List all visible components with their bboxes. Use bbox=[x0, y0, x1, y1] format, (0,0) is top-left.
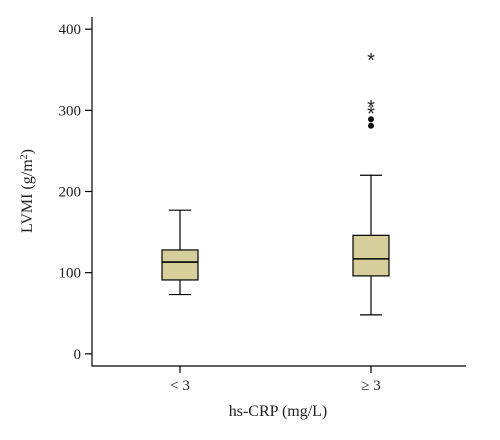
y-axis-label: LVMI (g/m2) bbox=[19, 149, 37, 233]
axis-frame bbox=[91, 17, 466, 367]
outlier-dot bbox=[368, 116, 374, 123]
box-group: *** bbox=[352, 50, 390, 316]
outlier-star: * bbox=[367, 50, 375, 72]
x-axis-ticks: < 3 ≥ 3 bbox=[170, 366, 381, 394]
x-tick-label: < 3 bbox=[170, 378, 190, 394]
y-tick-label: 400 bbox=[59, 22, 82, 38]
box-group bbox=[161, 209, 199, 296]
y-tick-label: 100 bbox=[59, 266, 82, 282]
x-axis-label: hs-CRP (mg/L) bbox=[229, 403, 328, 420]
x-tick-label: ≥ 3 bbox=[361, 378, 380, 394]
iqr-box bbox=[161, 249, 199, 281]
iqr-box bbox=[352, 234, 390, 277]
outlier-star: * bbox=[367, 104, 375, 126]
outlier-star: * bbox=[367, 97, 375, 119]
axes bbox=[91, 17, 466, 367]
y-tick-label: 0 bbox=[74, 347, 82, 363]
y-tick-label: 200 bbox=[59, 185, 82, 201]
outlier-dot bbox=[368, 122, 374, 129]
boxes: *** bbox=[161, 50, 390, 316]
y-axis-ticks: 0 100 200 300 400 bbox=[59, 22, 92, 363]
y-tick-label: 300 bbox=[59, 103, 82, 119]
